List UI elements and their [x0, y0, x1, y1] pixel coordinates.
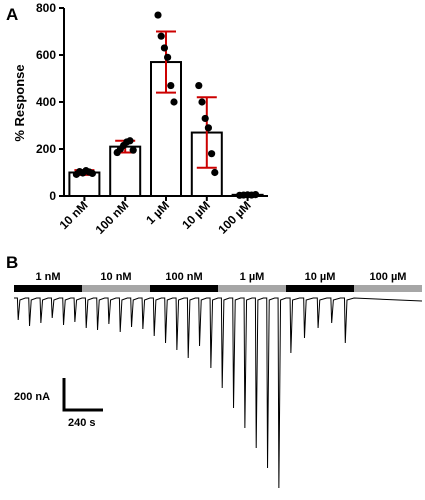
y-tick-label: 200	[36, 142, 56, 156]
data-point	[211, 168, 219, 177]
data-point	[157, 32, 165, 40]
concentration-bar	[218, 285, 286, 292]
data-point	[126, 137, 134, 145]
x-tick-label: 100 nM	[93, 198, 132, 237]
y-tick-label: 600	[36, 48, 56, 62]
y-tick-label: 0	[49, 189, 56, 203]
data-point	[88, 169, 96, 178]
data-point	[167, 81, 175, 90]
scale-bar-current-label: 200 nA	[14, 391, 50, 403]
concentration-label: 100 µM	[370, 271, 407, 283]
concentration-bar	[150, 285, 218, 292]
data-point	[198, 98, 206, 106]
bar-chart: 0 200 400 600 800 10 nM 100 nM 1 µM 10 µM 100 µM	[36, 1, 268, 237]
data-point	[195, 81, 203, 90]
data-point	[129, 146, 137, 154]
concentration-bar	[354, 285, 422, 292]
concentration-bar	[286, 285, 354, 292]
concentration-label: 1 µM	[240, 271, 265, 283]
panel-b-letter: B	[6, 253, 18, 272]
current-trace-chart: 1 nM 10 nM 100 nM 1 µM 10 µM 100 µM	[14, 271, 423, 489]
x-tick-label: 10 µM	[179, 198, 213, 232]
concentration-label: 1 nM	[35, 271, 60, 283]
concentration-label: 100 nM	[165, 271, 202, 283]
concentration-label: 10 µM	[305, 271, 336, 283]
bar	[150, 61, 182, 197]
data-point	[170, 98, 178, 106]
current-trace	[14, 297, 423, 489]
x-tick-label: 10 nM	[57, 198, 91, 232]
data-point	[208, 150, 216, 158]
concentration-bar	[14, 285, 82, 292]
panel-a-letter: A	[6, 5, 18, 24]
data-point	[201, 114, 209, 123]
concentration-bar	[82, 285, 150, 292]
y-axis-title: % Response	[12, 64, 27, 141]
scale-bar: 200 nA 240 s	[14, 378, 103, 429]
data-point	[164, 53, 172, 61]
x-tick-label: 100 µM	[215, 198, 253, 236]
y-tick-label: 400	[36, 95, 56, 109]
data-point	[160, 44, 168, 52]
data-point	[252, 190, 260, 199]
concentration-label: 10 nM	[100, 271, 131, 283]
y-tick-label: 800	[36, 1, 56, 15]
x-tick-label: 1 µM	[143, 198, 172, 227]
scale-bar-time-label: 240 s	[68, 417, 96, 429]
data-point	[204, 124, 212, 132]
data-point	[154, 11, 162, 19]
